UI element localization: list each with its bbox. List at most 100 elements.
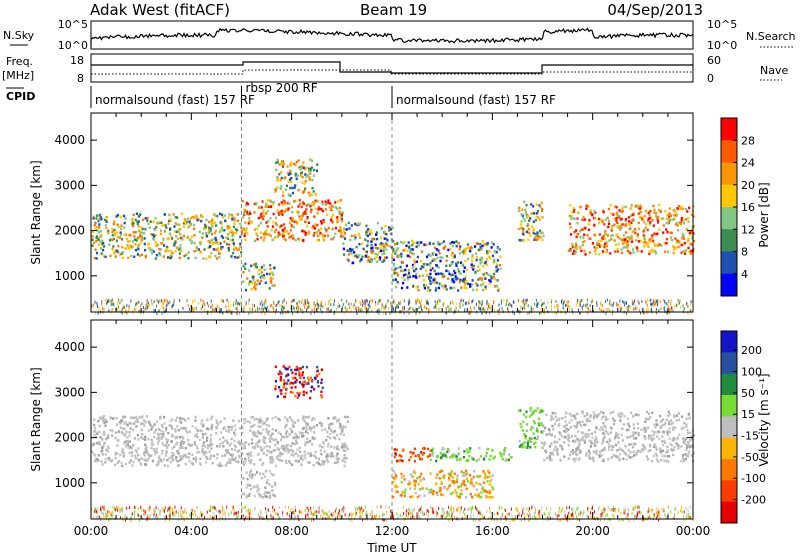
range-time-cell <box>179 458 182 461</box>
range-time-cell <box>144 459 147 462</box>
noise-pixel <box>98 306 100 310</box>
noise-pixel <box>122 509 124 513</box>
range-time-cell <box>242 447 245 450</box>
range-time-cell <box>112 237 115 241</box>
range-time-cell <box>253 286 256 289</box>
range-time-cell <box>248 421 252 424</box>
range-time-cell <box>307 203 310 206</box>
range-time-cell <box>432 258 435 261</box>
range-time-cell <box>518 238 521 242</box>
noise-pixel <box>153 308 155 312</box>
range-time-cell <box>296 222 299 225</box>
range-time-cell <box>330 452 334 455</box>
noise-pixel <box>210 505 212 509</box>
range-time-cell <box>319 421 322 425</box>
range-time-cell <box>279 212 282 215</box>
noise-pixel <box>214 514 216 518</box>
noise-pixel <box>237 305 238 309</box>
noise-pixel <box>636 306 638 310</box>
noise-pixel <box>646 301 648 305</box>
range-time-cell <box>518 206 521 210</box>
range-time-cell <box>224 449 227 452</box>
noise-pixel <box>161 311 163 315</box>
range-time-cell <box>603 245 606 249</box>
noise-pixel <box>163 306 165 310</box>
noise-pixel <box>144 513 146 517</box>
range-time-cell <box>494 269 497 273</box>
range-time-cell <box>250 220 253 223</box>
range-time-cell <box>654 250 657 253</box>
noise-pixel <box>303 302 305 306</box>
range-time-cell <box>451 278 454 281</box>
range-time-cell <box>317 457 321 461</box>
range-time-cell <box>458 252 461 255</box>
range-time-cell <box>365 233 368 236</box>
noise-pixel <box>520 518 522 522</box>
noise-pixel <box>371 515 373 519</box>
noise-pixel <box>453 308 455 312</box>
range-time-cell <box>321 429 324 432</box>
range-time-cell <box>171 427 174 430</box>
noise-pixel <box>210 299 212 303</box>
range-time-cell <box>267 432 270 436</box>
noise-pixel <box>536 305 538 308</box>
noise-pixel <box>186 299 188 302</box>
range-time-cell <box>478 268 481 272</box>
range-time-cell <box>243 445 246 448</box>
range-time-cell <box>145 463 148 466</box>
range-time-cell <box>527 238 530 241</box>
range-time-cell <box>629 251 632 255</box>
range-time-cell <box>272 438 275 442</box>
range-time-cell <box>529 217 532 220</box>
range-time-cell <box>280 160 283 163</box>
noise-pixel <box>131 514 133 518</box>
noise-pixel <box>179 509 181 513</box>
noise-pixel <box>426 301 428 304</box>
range-time-cell <box>622 234 625 237</box>
noise-pixel <box>274 304 276 308</box>
range-time-cell <box>458 280 461 284</box>
range-time-cell <box>692 225 695 228</box>
noise-pixel <box>202 302 204 306</box>
range-time-cell <box>334 232 337 235</box>
noise-pixel <box>624 509 626 513</box>
noise-pixel <box>447 305 449 308</box>
range-time-cell <box>675 211 678 215</box>
noise-pixel <box>392 300 394 304</box>
range-time-cell <box>669 213 672 217</box>
noise-pixel <box>537 514 539 518</box>
noise-pixel <box>410 511 412 515</box>
range-time-cell <box>395 285 398 289</box>
range-time-cell <box>275 456 278 459</box>
range-time-cell <box>291 442 294 445</box>
range-time-cell <box>493 285 497 288</box>
noise-pixel <box>513 311 515 315</box>
range-time-cell <box>479 258 482 262</box>
range-time-cell <box>320 378 323 381</box>
range-time-cell <box>158 456 161 460</box>
noise-pixel <box>237 511 239 514</box>
noise-pixel <box>263 306 265 310</box>
noise-pixel <box>446 513 448 517</box>
noise-pixel <box>666 311 668 315</box>
noise-pixel <box>237 514 239 518</box>
range-time-cell <box>613 217 616 221</box>
range-time-cell <box>471 254 474 257</box>
range-time-cell <box>320 394 323 397</box>
noise-pixel <box>425 300 427 304</box>
range-time-cell <box>482 281 485 285</box>
range-time-cell <box>131 240 135 243</box>
range-time-cell <box>230 448 233 451</box>
noise-pixel <box>409 507 411 511</box>
noise-pixel <box>677 510 679 514</box>
range-time-cell <box>243 441 246 445</box>
noise-pixel <box>640 511 642 515</box>
noise-pixel <box>289 516 291 520</box>
noise-pixel <box>201 303 203 307</box>
range-time-cell <box>651 248 654 251</box>
range-time-cell <box>484 272 487 275</box>
range-time-cell <box>287 373 290 376</box>
range-time-cell <box>231 425 234 429</box>
range-time-cell <box>433 281 436 284</box>
